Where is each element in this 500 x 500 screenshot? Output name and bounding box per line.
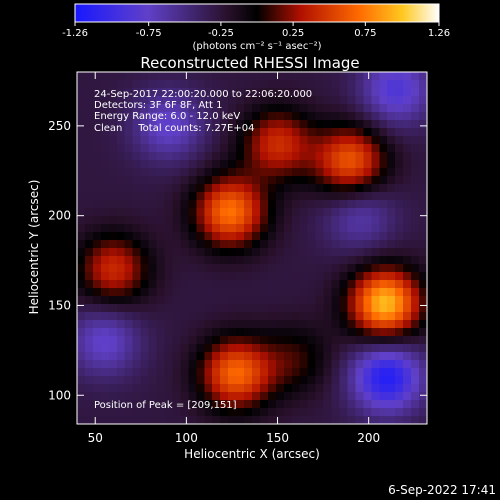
- y-tick-label: 200: [48, 209, 71, 223]
- axis-ticks: 50 100 150 200 100 150 200 250: [48, 72, 427, 445]
- colorbar-tick-label: 0.25: [282, 28, 304, 39]
- y-tick-label: 250: [48, 119, 71, 133]
- colorbar-tick-label: 0.75: [354, 28, 376, 39]
- peak-position: Position of Peak = [209,151]: [94, 400, 237, 411]
- footer-timestamp: 6-Sep-2022 17:41: [388, 483, 496, 497]
- colorbar-tick-label: -0.75: [136, 28, 162, 39]
- annotation-line-3: Energy Range: 6.0 - 12.0 keV: [94, 111, 240, 122]
- colorbar-tick-label: -0.25: [208, 28, 234, 39]
- colorbar: [74, 3, 440, 23]
- y-axis-label: Heliocentric Y (arcsec): [27, 180, 41, 315]
- colorbar-tick-label: 1.26: [428, 28, 450, 39]
- x-axis-label: Heliocentric X (arcsec): [184, 447, 320, 461]
- colorbar-unit: (photons cm⁻² s⁻¹ asec⁻²): [192, 41, 321, 52]
- colorbar-ticks: -1.26 -0.75 -0.25 0.25 0.75 1.26: [62, 22, 450, 39]
- plot-area: [76, 71, 428, 425]
- chart-title: Reconstructed RHESSI Image: [140, 54, 359, 72]
- x-tick-label: 50: [88, 431, 103, 445]
- y-tick-label: 100: [48, 388, 71, 402]
- x-tick-label: 150: [266, 431, 289, 445]
- x-tick-label: 100: [175, 431, 198, 445]
- annotation-line-1: 24-Sep-2017 22:00:20.000 to 22:06:20.000: [94, 89, 312, 100]
- annotation-line-4: Clean Total counts: 7.27E+04: [94, 123, 254, 134]
- colorbar-tick-label: -1.26: [62, 28, 88, 39]
- y-tick-label: 150: [48, 298, 71, 312]
- x-tick-label: 200: [357, 431, 380, 445]
- heatmap-image: [77, 72, 427, 424]
- annotation-line-2: Detectors: 3F 6F 8F, Att 1: [94, 100, 222, 111]
